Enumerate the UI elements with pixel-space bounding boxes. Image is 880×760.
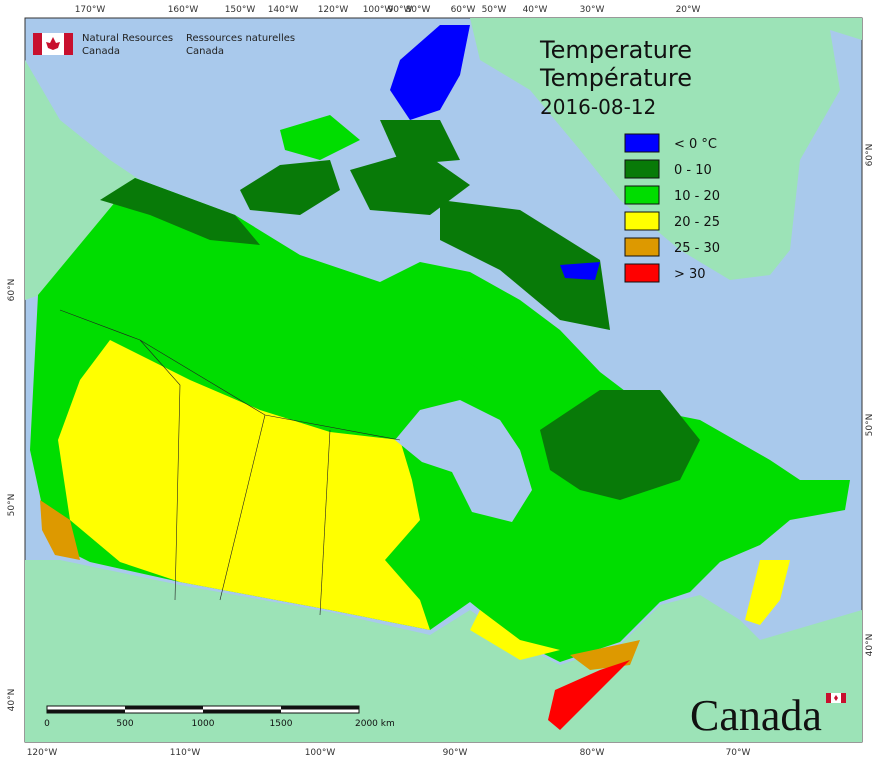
legend-swatch [624, 159, 660, 179]
border [319, 429, 331, 616]
greenland [470, 18, 862, 280]
warm-zone [745, 560, 790, 625]
graticule-label: 40°N [865, 634, 875, 657]
graticule-label: 60°W [451, 5, 476, 15]
hottest-zone [548, 660, 630, 730]
graticule-label: 80°W [580, 748, 605, 758]
legend-swatch [624, 185, 660, 205]
graticule-label: 100°W [363, 5, 394, 15]
scale-bar [46, 705, 360, 714]
graticule-label: 50°N [865, 414, 875, 437]
title: Temperature [539, 36, 692, 64]
graticule-label: 120°W [318, 5, 349, 15]
legend-swatch [624, 237, 660, 257]
graticule-label: 150°W [225, 5, 256, 15]
agency-en: Natural Resources [82, 33, 173, 44]
legend-label: 10 - 20 [674, 189, 720, 204]
graticule-label: 100°W [305, 748, 336, 758]
scale-label: 500 [116, 719, 133, 729]
cold-zone [100, 178, 260, 245]
border [219, 414, 266, 601]
island-cold [560, 262, 600, 280]
legend-swatch [624, 211, 660, 231]
border [139, 339, 181, 601]
graticule-label: 50°W [482, 5, 507, 15]
graticule-label: 30°W [580, 5, 605, 15]
island [280, 115, 360, 160]
graticule-label: 140°W [268, 5, 299, 15]
border [59, 309, 401, 441]
legend-label: > 30 [674, 267, 706, 282]
legend-label: 25 - 30 [674, 241, 720, 256]
scale-label: 1500 [270, 719, 293, 729]
graticule-label: 70°W [726, 748, 751, 758]
legend-label: 20 - 25 [674, 215, 720, 230]
scale-label: 2000 km [355, 719, 395, 729]
scale-label: 0 [44, 719, 50, 729]
island [240, 160, 340, 215]
graticule-label: 60°N [7, 279, 17, 302]
island [440, 300, 520, 370]
graticule-label: 160°W [168, 5, 199, 15]
legend-label: 0 - 10 [674, 163, 712, 178]
graticule-label: 90°W [443, 748, 468, 758]
legend-swatch [624, 133, 660, 153]
nrcan-flag [33, 33, 73, 55]
hot-zone [40, 500, 80, 560]
legend-swatch [624, 263, 660, 283]
agency-en: Canada [82, 46, 120, 57]
warm-zone [58, 340, 430, 630]
graticule-label: 40°N [7, 689, 17, 712]
title: Température [539, 64, 692, 92]
island [350, 150, 470, 215]
alaska [25, 60, 140, 300]
cold-zone [540, 390, 700, 500]
hudson-bay [395, 400, 532, 522]
agency-fr: Canada [186, 46, 224, 57]
agency-fr: Ressources naturelles [186, 33, 295, 44]
wordmark-flag [826, 693, 846, 703]
graticule-label: 40°W [523, 5, 548, 15]
island [380, 120, 460, 165]
date: 2016-08-12 [540, 95, 656, 119]
graticule-label: 170°W [75, 5, 106, 15]
graticule-label: 90°W [388, 5, 413, 15]
legend-label: < 0 °C [674, 137, 717, 152]
graticule-label: 20°W [676, 5, 701, 15]
scale-label: 1000 [192, 719, 215, 729]
island [440, 200, 610, 330]
graticule-label: 60°N [865, 144, 875, 167]
usa [25, 560, 862, 742]
graticule-label: 50°N [7, 494, 17, 517]
graticule-label: 120°W [27, 748, 58, 758]
warm-zone [470, 610, 560, 660]
graticule-label: 110°W [170, 748, 201, 758]
wordmark: Canada [690, 691, 822, 740]
island-cold [390, 25, 470, 120]
graticule-label: 80°W [406, 5, 431, 15]
